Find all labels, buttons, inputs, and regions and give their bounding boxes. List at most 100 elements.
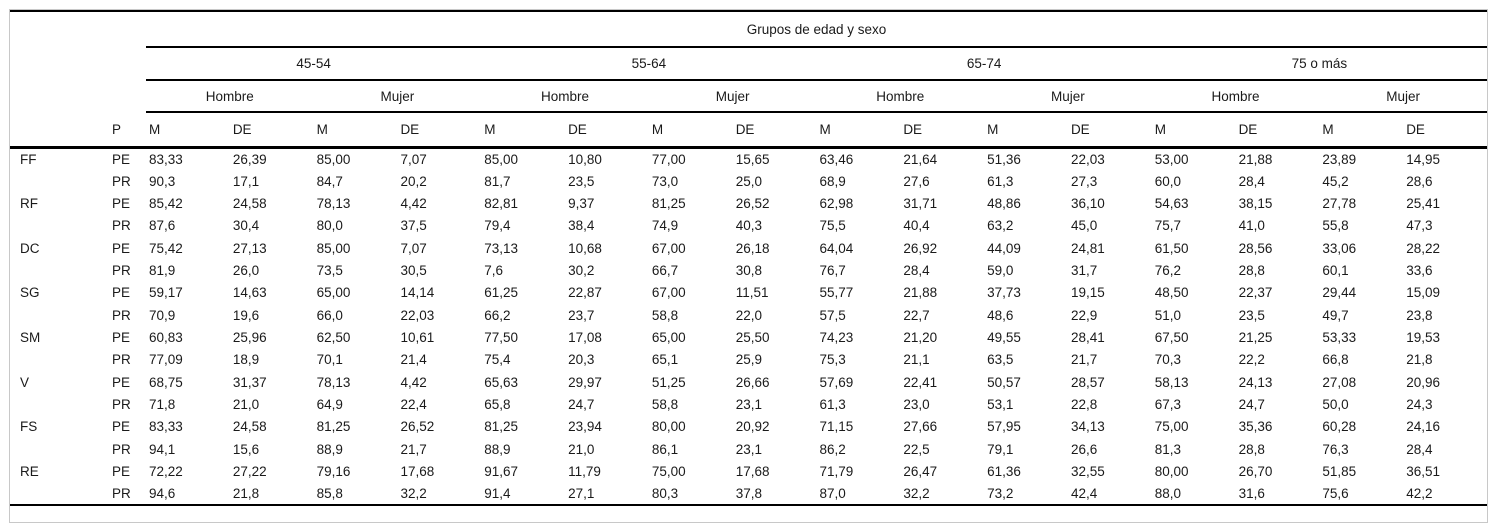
value-cell: 21,8 — [229, 482, 314, 507]
value-cell: 73,0 — [651, 173, 679, 189]
value-cell: 36,51 — [1406, 463, 1440, 479]
value-cell: 70,1 — [316, 352, 343, 368]
value-cell: 32,2 — [397, 482, 482, 507]
value-cell: 28,41 — [1070, 329, 1105, 345]
table-row: FF PE 83,33 26,39 85,00 7,07 85,00 10,80 77,00 15… — [10, 148, 1487, 170]
value-cell: 21,1 — [903, 352, 930, 368]
value-cell: 21,64 — [903, 151, 938, 167]
value-cell: 25,9 — [735, 352, 762, 368]
value-cell: 58,8 — [651, 396, 679, 412]
value-cell: 65,63 — [484, 374, 519, 390]
value-cell: 60,83 — [149, 329, 183, 345]
value-cell: 25,41 — [1406, 195, 1440, 211]
value-cell: 19,53 — [1406, 329, 1440, 345]
table-row: SG PE 59,17 14,63 65,00 14,14 61,25 22,87 67,00 1… — [10, 282, 1487, 304]
value-cell: 30,4 — [232, 218, 260, 234]
value-cell: 51,36 — [987, 151, 1021, 167]
table-row: RF PE 85,42 24,58 78,13 4,42 82,81 9,37 81,25 26,… — [10, 192, 1487, 214]
value-cell: 84,7 — [316, 173, 343, 189]
value-cell: 21,88 — [903, 285, 938, 301]
value-cell: 25,0 — [735, 173, 762, 189]
value-cell: 88,9 — [484, 441, 511, 457]
table-row: SM PE 60,83 25,96 62,50 10,61 77,50 17,08 65,00 2… — [10, 326, 1487, 348]
value-cell: 51,25 — [651, 374, 686, 390]
value-cell: 33,06 — [1322, 240, 1357, 256]
stat-header: DE — [1403, 112, 1487, 149]
value-cell: 37,73 — [987, 285, 1021, 301]
value-cell: 34,13 — [1070, 419, 1105, 435]
value-cell: 24,16 — [1406, 419, 1440, 435]
value-cell: 20,92 — [735, 419, 770, 435]
value-cell: 26,0 — [232, 262, 260, 278]
value-cell: 20,2 — [400, 173, 427, 189]
sex-header: Hombre — [481, 80, 649, 113]
value-cell: 87,0 — [816, 482, 901, 507]
value-cell: 27,22 — [232, 463, 267, 479]
p-cell: PE — [112, 195, 131, 211]
value-cell: 57,5 — [819, 307, 846, 323]
p-cell: PE — [112, 151, 131, 167]
value-cell: 15,6 — [232, 441, 260, 457]
p-cell: PE — [112, 419, 131, 435]
p-cell: PR — [112, 441, 131, 457]
value-cell: 31,6 — [1235, 482, 1320, 507]
value-cell: 35,36 — [1238, 419, 1273, 435]
value-cell: 31,37 — [232, 374, 267, 390]
value-cell: 61,3 — [819, 396, 846, 412]
value-cell: 79,1 — [987, 441, 1014, 457]
p-cell: PR — [112, 396, 131, 412]
p-cell: PE — [112, 240, 131, 256]
stat-header: M — [648, 112, 733, 149]
table-row: PR 77,09 18,9 70,1 21,4 75,4 20,3 65,1 25,9 75,3 2… — [10, 349, 1487, 371]
value-cell: 28,57 — [1070, 374, 1105, 390]
value-cell: 73,5 — [316, 262, 343, 278]
value-cell: 10,80 — [568, 151, 602, 167]
value-cell: 48,50 — [1154, 285, 1189, 301]
value-cell: 20,3 — [568, 352, 595, 368]
value-cell: 27,66 — [903, 419, 938, 435]
value-cell: 37,5 — [400, 218, 427, 234]
value-cell: 28,6 — [1406, 173, 1433, 189]
stat-header: DE — [900, 112, 985, 149]
row-label-cell: FF — [20, 151, 37, 167]
value-cell: 42,4 — [1067, 482, 1152, 507]
table-row: PR 71,8 21,0 64,9 22,4 65,8 24,7 58,8 23,1 61,3 23… — [10, 393, 1487, 415]
value-cell: 14,63 — [232, 285, 267, 301]
value-cell: 67,00 — [651, 240, 686, 256]
value-cell: 77,00 — [651, 151, 686, 167]
value-cell: 75,00 — [1154, 419, 1189, 435]
value-cell: 45,2 — [1322, 173, 1349, 189]
value-cell: 53,33 — [1322, 329, 1357, 345]
value-cell: 63,2 — [987, 218, 1014, 234]
value-cell: 15,09 — [1406, 285, 1440, 301]
p-cell: PE — [112, 463, 131, 479]
value-cell: 21,88 — [1238, 151, 1273, 167]
value-cell: 88,0 — [1151, 482, 1236, 507]
value-cell: 71,8 — [149, 396, 176, 412]
stat-header: M — [1151, 112, 1236, 149]
value-cell: 22,03 — [400, 307, 435, 323]
value-cell: 27,78 — [1322, 195, 1357, 211]
value-cell: 32,55 — [1070, 463, 1105, 479]
value-cell: 60,0 — [1154, 173, 1182, 189]
value-cell: 21,25 — [1238, 329, 1273, 345]
value-cell: 26,6 — [1070, 441, 1098, 457]
value-cell: 42,2 — [1403, 482, 1487, 507]
value-cell: 21,4 — [400, 352, 427, 368]
value-cell: 71,15 — [819, 419, 854, 435]
stat-header: DE — [1235, 112, 1320, 149]
value-cell: 10,68 — [568, 240, 602, 256]
value-cell: 75,00 — [651, 463, 686, 479]
value-cell: 67,00 — [651, 285, 686, 301]
table-row: PR 90,3 17,1 84,7 20,2 81,7 23,5 73,0 25,0 68,9 27… — [10, 170, 1487, 192]
value-cell: 37,8 — [732, 482, 817, 507]
value-cell: 81,25 — [651, 195, 686, 211]
row-label-cell — [10, 170, 108, 192]
value-cell: 23,1 — [735, 441, 762, 457]
corner-blank-cell — [10, 10, 108, 47]
stat-header: DE — [565, 112, 649, 149]
value-cell: 81,7 — [484, 173, 511, 189]
value-cell: 21,0 — [568, 441, 595, 457]
stat-header-row: P M DE M DE M DE M DE M DE M DE M DE M DE — [10, 112, 1487, 149]
